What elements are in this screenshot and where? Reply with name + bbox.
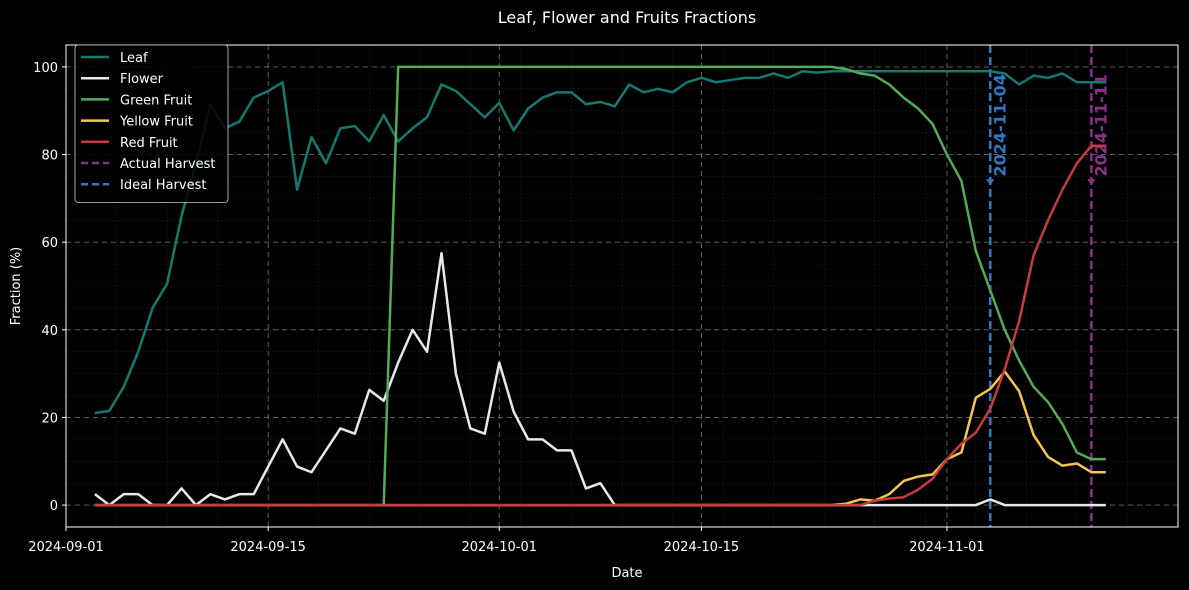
x-tick-label: 2024-10-15 bbox=[664, 540, 740, 555]
series-line bbox=[94, 70, 1106, 415]
series-line bbox=[94, 144, 1106, 507]
legend-label: Ideal Harvest bbox=[120, 178, 206, 193]
legend-label: Yellow Fruit bbox=[119, 115, 193, 130]
x-tick-label: 2024-10-01 bbox=[461, 540, 537, 555]
chart-title: Leaf, Flower and Fruits Fractions bbox=[498, 8, 756, 27]
harvest-line-label: 2024-11-11 bbox=[1091, 74, 1110, 176]
legend-label: Actual Harvest bbox=[120, 157, 216, 172]
legend-box bbox=[74, 44, 229, 203]
harvest-lines: 2024-11-11 2024-11-04 bbox=[986, 45, 1110, 527]
legend-label: Flower bbox=[120, 72, 164, 87]
x-tick-label: 2024-09-15 bbox=[230, 540, 306, 555]
legend-label: Red Fruit bbox=[120, 136, 178, 151]
y-tick-label: 80 bbox=[41, 149, 58, 164]
plot-frame bbox=[65, 44, 1179, 528]
x-tick-label: 2024-09-01 bbox=[28, 540, 104, 555]
axis-ticks: 0 20 40 60 80 100 2024-09-01 2024-09-15 2024-10-… bbox=[28, 61, 984, 555]
harvest-line-marker bbox=[1087, 179, 1096, 186]
legend-label: Leaf bbox=[120, 51, 148, 66]
series-lines bbox=[94, 65, 1106, 507]
y-tick-label: 0 bbox=[50, 499, 58, 514]
y-tick-label: 100 bbox=[33, 61, 58, 76]
y-tick-label: 60 bbox=[41, 236, 58, 251]
legend-label: Green Fruit bbox=[120, 93, 192, 108]
y-tick-label: 20 bbox=[41, 411, 58, 426]
series-line bbox=[94, 251, 1106, 507]
x-tick-label: 2024-11-01 bbox=[909, 540, 985, 555]
x-axis-title: Date bbox=[611, 566, 642, 581]
y-tick-label: 40 bbox=[41, 324, 58, 339]
harvest-line-marker bbox=[986, 179, 995, 186]
harvest-line-label: 2024-11-04 bbox=[990, 74, 1009, 176]
legend: Leaf Flower Green Fruit Yellow Fruit Red Fru… bbox=[74, 44, 229, 203]
y-axis-title: Fraction (%) bbox=[9, 247, 24, 326]
